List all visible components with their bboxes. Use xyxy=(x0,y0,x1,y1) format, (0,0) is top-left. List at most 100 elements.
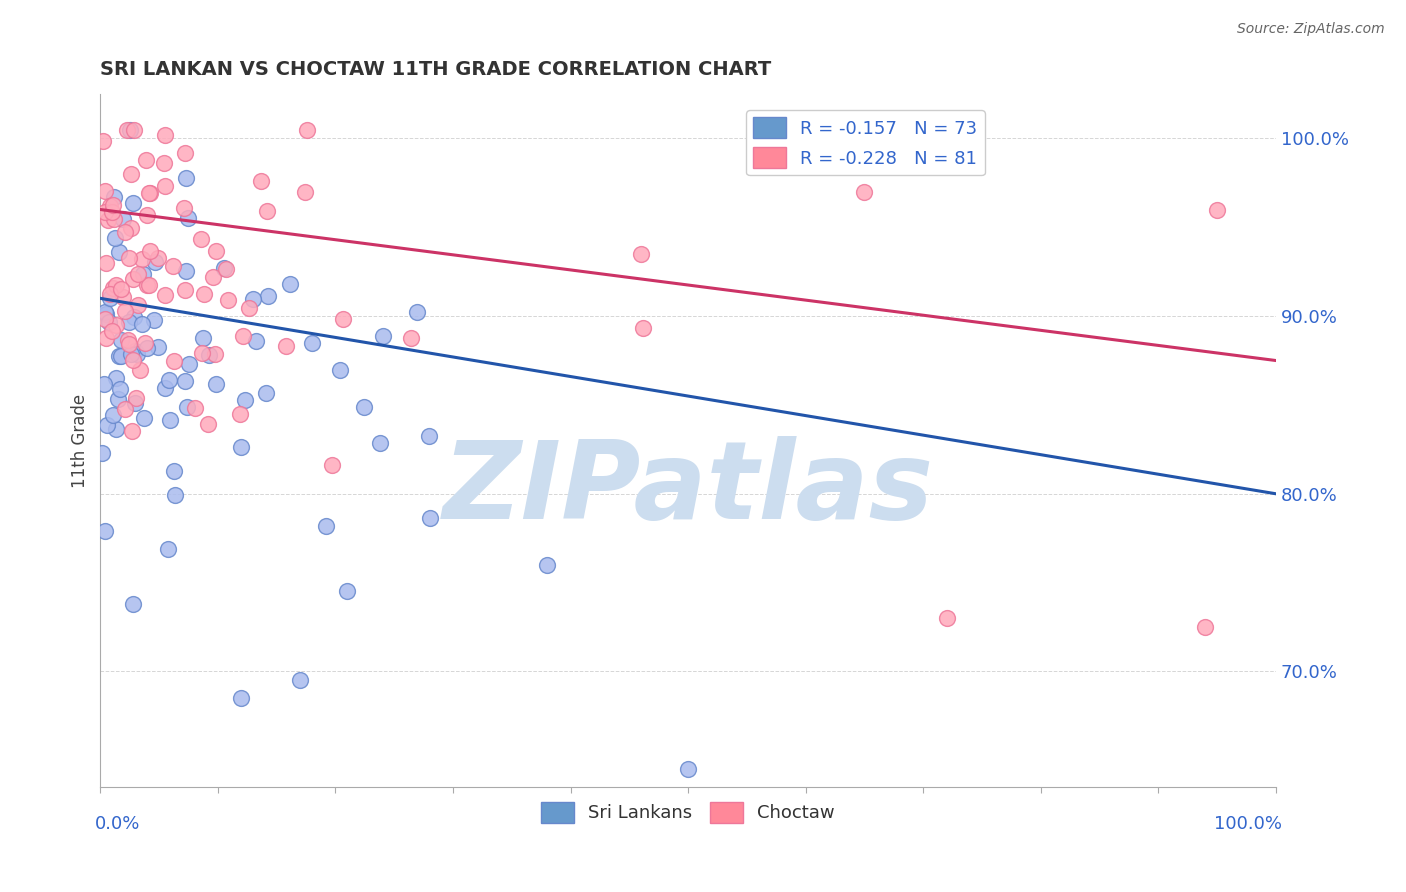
Y-axis label: 11th Grade: 11th Grade xyxy=(72,393,89,488)
Point xyxy=(336,584,359,599)
Point xyxy=(94,308,117,322)
Point xyxy=(108,383,131,397)
Point xyxy=(91,445,114,459)
Point xyxy=(104,277,127,292)
Point xyxy=(204,347,226,361)
Point xyxy=(197,348,219,362)
Point xyxy=(256,203,278,218)
Point xyxy=(96,417,118,432)
Point xyxy=(101,281,124,295)
Point xyxy=(1206,202,1229,217)
Point xyxy=(176,400,198,414)
Point xyxy=(197,417,219,431)
Point xyxy=(93,312,115,326)
Point xyxy=(103,211,125,226)
Point xyxy=(419,511,441,525)
Point xyxy=(278,277,301,292)
Point xyxy=(122,122,145,136)
Point xyxy=(98,287,121,301)
Point xyxy=(129,362,152,376)
Point xyxy=(117,333,139,347)
Point xyxy=(110,333,132,347)
Point xyxy=(93,205,115,219)
Point xyxy=(110,283,132,297)
Point xyxy=(122,352,145,367)
Point xyxy=(173,375,195,389)
Point xyxy=(104,230,127,244)
Point xyxy=(163,464,186,478)
Point xyxy=(191,345,214,359)
Point xyxy=(329,363,352,377)
Point xyxy=(242,293,264,307)
Point xyxy=(105,422,128,436)
Point xyxy=(148,251,170,265)
Point xyxy=(111,211,134,226)
Point xyxy=(321,458,343,473)
Point xyxy=(174,171,197,186)
Point xyxy=(127,347,149,361)
Point xyxy=(125,391,148,405)
Point xyxy=(229,441,252,455)
Point xyxy=(131,317,153,331)
Point xyxy=(231,691,253,706)
Point xyxy=(132,267,155,281)
Point xyxy=(107,392,129,406)
Point xyxy=(232,329,254,343)
Point xyxy=(157,373,180,387)
Point xyxy=(134,335,156,350)
Point xyxy=(155,178,177,193)
Point xyxy=(98,199,121,213)
Point xyxy=(135,341,157,355)
Point xyxy=(94,256,117,270)
Point xyxy=(114,402,136,417)
Point xyxy=(139,244,162,259)
Text: 100.0%: 100.0% xyxy=(1213,814,1282,832)
Point xyxy=(159,413,181,427)
Point xyxy=(157,542,180,557)
Point xyxy=(162,259,184,273)
Point xyxy=(121,597,143,611)
Point xyxy=(245,334,267,348)
Point xyxy=(174,283,197,297)
Point xyxy=(368,435,391,450)
Point xyxy=(153,128,176,142)
Point xyxy=(193,287,215,301)
Point xyxy=(274,338,297,352)
Point xyxy=(853,185,876,199)
Point xyxy=(254,386,277,401)
Point xyxy=(935,611,957,625)
Point xyxy=(98,315,121,329)
Point xyxy=(174,145,197,160)
Point xyxy=(191,331,214,345)
Point xyxy=(229,407,252,421)
Text: ZIPatlas: ZIPatlas xyxy=(443,436,934,542)
Point xyxy=(135,278,157,293)
Point xyxy=(124,395,146,409)
Point xyxy=(94,305,117,319)
Point xyxy=(120,220,142,235)
Point xyxy=(257,289,280,303)
Point xyxy=(294,185,316,199)
Point xyxy=(120,347,142,361)
Point xyxy=(114,303,136,318)
Point xyxy=(103,190,125,204)
Point xyxy=(536,558,558,572)
Point xyxy=(202,270,225,285)
Text: Source: ZipAtlas.com: Source: ZipAtlas.com xyxy=(1237,22,1385,37)
Point xyxy=(174,263,197,277)
Point xyxy=(134,411,156,425)
Point xyxy=(121,424,143,438)
Point xyxy=(108,244,131,259)
Point xyxy=(290,673,312,688)
Point xyxy=(177,211,200,226)
Point xyxy=(94,184,117,198)
Point xyxy=(332,312,354,326)
Point xyxy=(631,320,654,334)
Point xyxy=(249,174,271,188)
Legend: Sri Lankans, Choctaw: Sri Lankans, Choctaw xyxy=(534,795,842,830)
Text: 0.0%: 0.0% xyxy=(94,814,139,832)
Point xyxy=(136,208,159,222)
Point xyxy=(124,310,146,324)
Point xyxy=(100,325,122,339)
Point xyxy=(212,260,235,275)
